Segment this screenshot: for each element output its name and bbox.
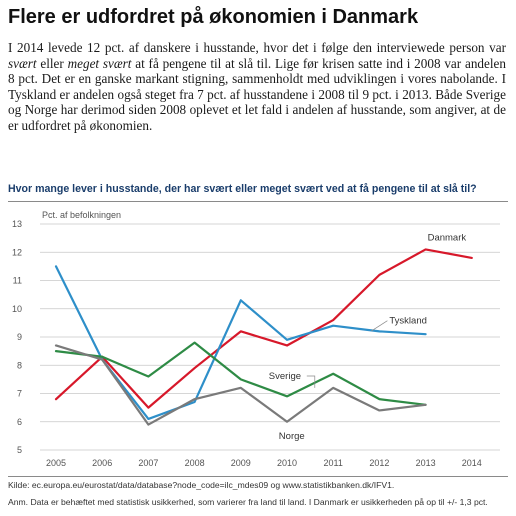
y-tick-label: 9 [17,332,22,342]
paragraph-text: I 2014 levede 12 pct. af danskere i huss… [8,40,506,55]
y-tick-label: 13 [12,219,22,229]
x-tick-labels: 2005 2006 2007 2008 2009 2010 2011 2012 2013 2014 [46,458,482,468]
x-tick-label: 2007 [138,458,158,468]
y-axis-label: Pct. af befolkningen [42,210,121,220]
x-tick-label: 2005 [46,458,66,468]
annotation-note: Anm. Data er behæftet med statistisk usi… [8,497,488,507]
paragraph-text: at få pengene til at slå til. Lige før k… [8,55,506,133]
y-tick-label: 12 [12,247,22,257]
paragraph-emphasis: meget svært [67,55,132,71]
y-tick-label: 6 [17,417,22,427]
y-tick-label: 11 [13,276,22,286]
divider [8,201,508,202]
y-tick-label: 5 [17,445,22,455]
gridlines [40,223,500,451]
page-title: Flere er udfordret på økonomien i Danmar… [8,6,419,28]
series-line-norge [54,344,427,426]
series-label-norge: Norge [279,431,305,442]
series-label-tyskland: Tyskland [389,316,427,327]
x-tick-label: 2010 [277,458,297,468]
y-tick-labels: 5 6 7 8 9 10 11 12 13 [12,219,22,455]
series-label-sverige: Sverige [269,371,301,382]
series-line-sverige [54,341,427,406]
x-tick-label: 2014 [462,458,482,468]
series-line-tyskland [54,265,427,421]
y-tick-label: 10 [12,304,22,314]
y-tick-label: 8 [17,360,22,370]
x-tick-label: 2013 [416,458,436,468]
intro-paragraph: I 2014 levede 12 pct. af danskere i huss… [8,40,506,134]
series-label-danmark: Danmark [428,232,467,243]
x-tick-label: 2012 [369,458,389,468]
series-line-danmark [54,248,473,409]
source-note: Kilde: ec.europa.eu/eurostat/data/databa… [8,480,395,490]
paragraph-emphasis: svært [8,55,37,71]
x-tick-label: 2009 [231,458,251,468]
x-tick-label: 2006 [92,458,112,468]
paragraph-text: eller [36,55,68,71]
label-leader-line [371,320,388,332]
x-tick-label: 2008 [185,458,205,468]
divider [8,476,508,477]
series-lines [54,248,473,426]
chart-title: Hvor mange lever i husstande, der har sv… [8,183,477,195]
series-labels: Danmark Tyskland Sverige Norge [269,232,467,441]
label-leader-line [306,375,316,388]
y-tick-label: 7 [17,389,22,399]
x-tick-label: 2011 [324,458,343,468]
